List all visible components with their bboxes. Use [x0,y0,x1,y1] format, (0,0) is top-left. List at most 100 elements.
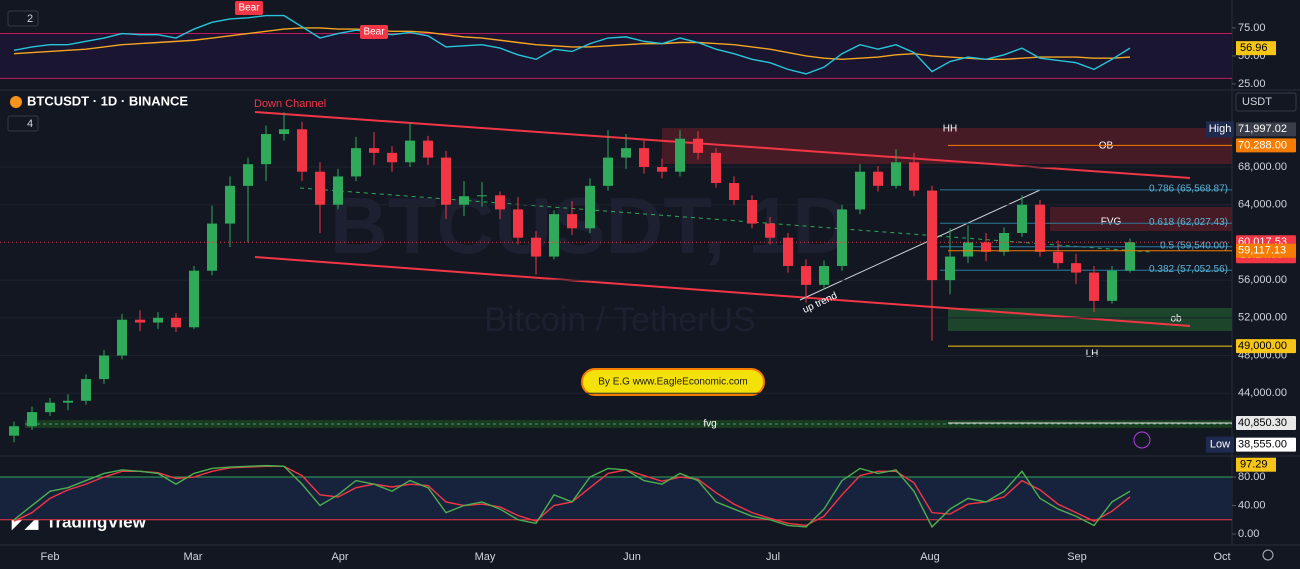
annotation: LH [1086,349,1099,360]
candle-body [351,148,361,177]
candle-body [675,138,685,172]
fvg-zone [1050,207,1232,231]
candle-body [423,140,433,158]
price-label: 59,117.13 [1238,245,1286,257]
candle-body [189,270,199,328]
fib-label: 0.618 (62,027.43) [1149,217,1228,228]
y-tick-label: 0.00 [1238,528,1259,540]
alert-icon[interactable] [1133,431,1151,449]
currency: USDT [1242,96,1272,108]
candle-body [1125,242,1135,271]
signal: Bear [363,27,385,38]
candle-body [369,148,379,153]
candle-body [441,157,451,205]
candle-body [783,237,793,266]
tag: Low [1210,438,1230,450]
annotation: Down Channel [254,98,326,110]
candle-body [603,157,613,186]
candle-body [1035,204,1045,252]
candle-body [1053,251,1063,264]
fib-label: 0.5 (59,540.00) [1160,240,1228,251]
x-tick-label: Mar [184,551,203,563]
candle-body [963,242,973,257]
candle-body [819,265,829,285]
candle-body [135,319,145,323]
candle-body [891,162,901,186]
rsi-ma [13,27,1131,61]
candle-body [171,317,181,328]
candle-body [153,317,163,323]
y-tick-label: 64,000.00 [1238,199,1287,211]
credit-badge [581,368,765,396]
currency-button[interactable] [1235,92,1297,112]
candle-body [315,171,325,205]
candle-body [855,171,865,210]
pane-count: 4 [27,118,33,130]
candle-body [531,237,541,257]
signal-bg [360,25,388,39]
coin-icon [10,96,22,108]
candle-body [459,196,469,205]
tag: High [1209,123,1232,135]
price-label: 38,555.00 [1238,438,1287,450]
y-tick-label: 80.00 [1238,471,1266,483]
signal-bg [235,1,263,15]
price-label: 49,000.00 [1238,340,1287,352]
candle-body [207,223,217,271]
price-label-bg [1236,437,1296,452]
price-label-bg [1236,415,1296,430]
candle-body [495,195,505,210]
candle-body [567,214,577,229]
stoch-last: 97.29 [1240,459,1268,471]
price-label: 71,997.02 [1238,123,1287,135]
price-label-bg [1236,138,1296,153]
candle-body [729,183,739,200]
candle-body [387,152,397,163]
y-tick-label: 68,000.00 [1238,161,1287,173]
fib-label: 0.382 (57,052.56) [1149,264,1228,275]
price-label-bg [1236,243,1296,258]
fvg-strip [25,420,1232,428]
x-tick-label: Aug [920,551,940,563]
stoch-last-bg [1236,457,1276,472]
candle-body [513,209,523,238]
price-label-bg [1236,339,1296,354]
candle-body [765,223,775,238]
candle-body [279,129,289,135]
candle-body [1017,204,1027,233]
candle-body [45,402,55,413]
pane-count: 2 [27,13,33,25]
x-tick-label: Sep [1067,551,1087,563]
candle-body [981,242,991,252]
y-tick-label: 25.00 [1238,78,1266,90]
pane-toggle[interactable] [7,10,39,27]
stoch-band [0,477,1232,520]
candle-body [837,209,847,266]
y-tick-label: 52,000.00 [1238,312,1287,324]
x-tick-label: Apr [331,551,348,563]
candle-body [873,171,883,186]
price-label: 70,288.00 [1238,139,1287,151]
annotation: HH [943,124,957,135]
candle-body [945,256,955,281]
candle-body [549,214,559,257]
candle-body [333,176,343,205]
tag-bg [1206,436,1234,453]
rsi-line [13,14,1131,75]
candle-body [261,134,271,165]
candle-body [117,319,127,356]
signal: Bear [238,3,260,14]
pane-toggle[interactable] [7,115,39,132]
candle-body [909,162,919,191]
settings-icon[interactable] [1262,549,1274,561]
candle-body [81,379,91,401]
candle-body [477,195,487,197]
candle-body [1071,263,1081,273]
candle-body [243,164,253,186]
candle-body [99,355,109,380]
candle-body [225,185,235,224]
candle-body [621,148,631,158]
annotation: fvg [703,419,716,430]
